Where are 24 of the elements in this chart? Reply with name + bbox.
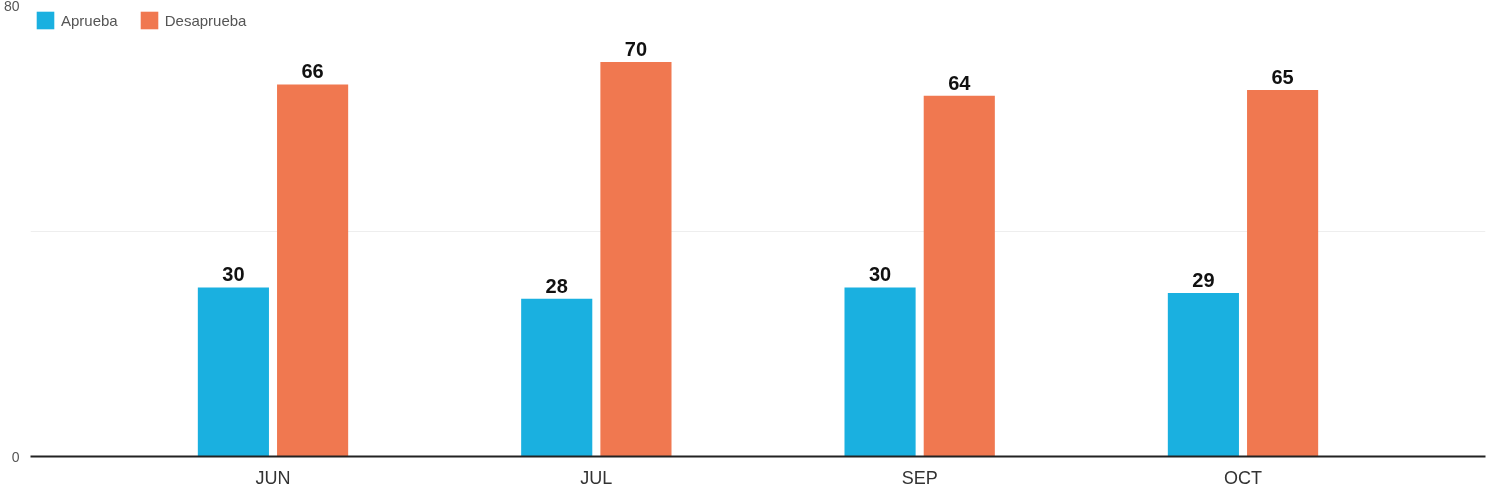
data-label: 29	[1192, 269, 1215, 292]
bar	[521, 298, 593, 457]
data-label: 70	[624, 37, 648, 60]
x-tick-label: JUL	[580, 467, 613, 488]
bar	[844, 287, 916, 457]
y-tick-label: 0	[11, 448, 20, 465]
data-label: 65	[1271, 66, 1294, 89]
bar	[600, 61, 672, 457]
bar	[923, 95, 995, 457]
data-label: 30	[868, 263, 892, 286]
data-label: 30	[222, 263, 245, 286]
legend-label: Desaprueba	[164, 11, 247, 29]
bar	[277, 84, 349, 457]
bar	[1167, 293, 1239, 457]
data-label: 66	[301, 60, 324, 83]
data-label: 64	[948, 71, 972, 94]
x-tick-label: SEP	[901, 467, 938, 488]
x-tick-label: JUN	[255, 467, 291, 488]
legend-label: Aprueba	[61, 11, 118, 29]
bar	[197, 287, 269, 457]
y-tick-label: 80	[3, 0, 20, 14]
x-tick-label: OCT	[1224, 467, 1262, 488]
bar	[1247, 90, 1319, 457]
data-label: 28	[545, 274, 568, 297]
